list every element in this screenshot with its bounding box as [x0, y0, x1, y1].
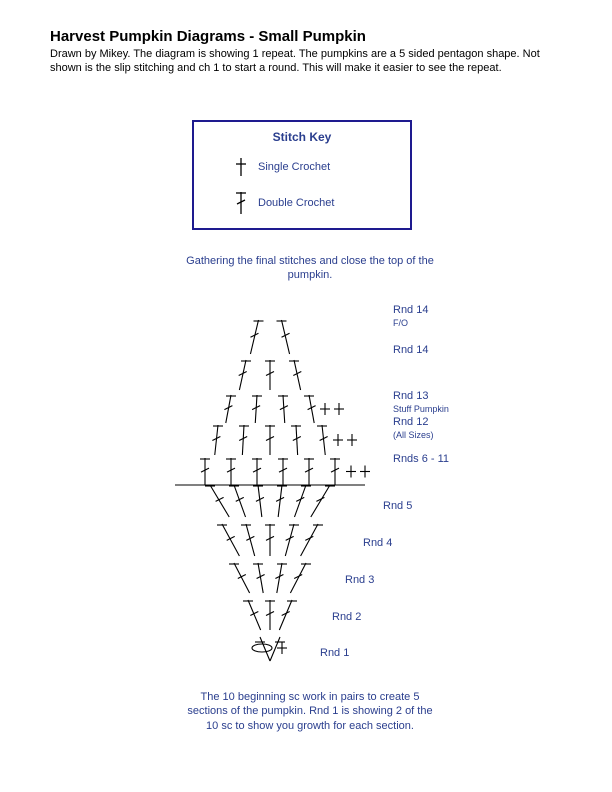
bottom-text: The 10 beginning sc work in pairs to cre…	[185, 690, 435, 733]
round-label: Rnds 6 - 11	[393, 453, 449, 466]
single-crochet-icon	[234, 156, 248, 178]
round-label: Rnd 12(All Sizes)	[393, 416, 434, 442]
double-crochet-icon	[234, 190, 248, 216]
stitch-key-label: Single Crochet	[258, 161, 330, 173]
stitch-key-box: Stitch Key Single Crochet Double Crochet	[192, 120, 412, 230]
round-label: Rnd 3	[345, 574, 374, 587]
stitch-key-title: Stitch Key	[194, 130, 410, 144]
stitch-key-row-sc: Single Crochet	[234, 156, 410, 178]
round-label: Rnd 14	[393, 344, 428, 357]
round-label: Rnd 1	[320, 647, 349, 660]
gather-text: Gathering the final stitches and close t…	[180, 254, 440, 283]
round-label: Rnd 2	[332, 611, 361, 624]
round-label: Rnd 5	[383, 500, 412, 513]
page-subtitle: Drawn by Mikey. The diagram is showing 1…	[50, 47, 562, 76]
page-title: Harvest Pumpkin Diagrams - Small Pumpkin	[50, 28, 562, 45]
round-label: Rnd 4	[363, 537, 392, 550]
round-label: Rnd 14F/O	[393, 304, 428, 330]
stitch-key-row-dc: Double Crochet	[234, 190, 410, 216]
stitch-key-label: Double Crochet	[258, 197, 334, 209]
round-label: Rnd 13Stuff Pumpkin	[393, 390, 449, 416]
header: Harvest Pumpkin Diagrams - Small Pumpkin…	[50, 28, 562, 76]
stitch-diagram	[145, 290, 395, 690]
